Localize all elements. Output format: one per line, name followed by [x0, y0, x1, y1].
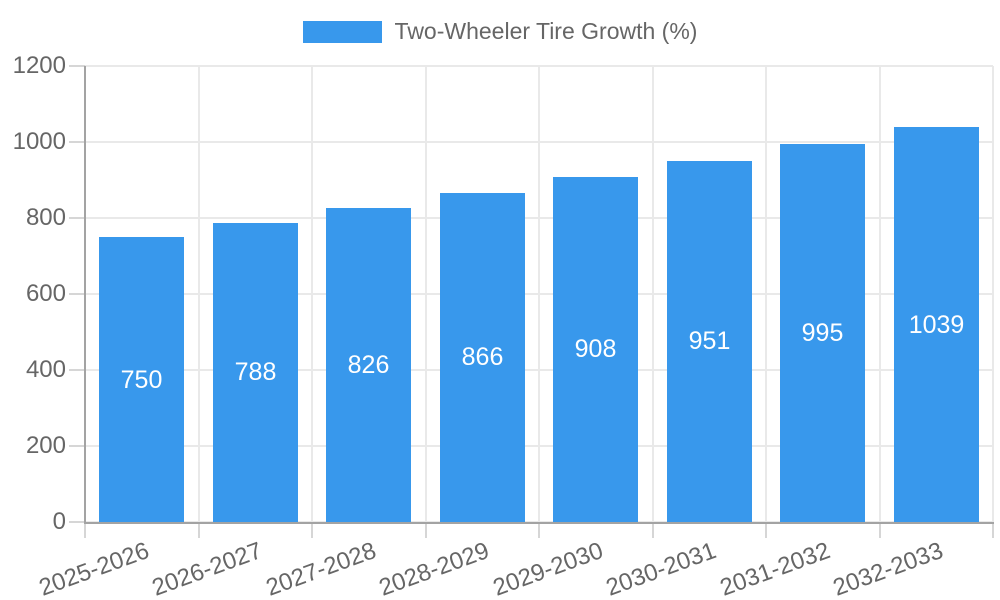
x-tick-label: 2025-2026 — [35, 537, 153, 600]
y-tick-label: 200 — [25, 432, 66, 459]
y-tick-label: 800 — [25, 204, 66, 231]
x-tick-label: 2028-2029 — [375, 537, 493, 600]
y-tick-label: 1000 — [12, 128, 66, 155]
x-gridline — [879, 66, 881, 522]
y-tick-mark — [69, 293, 85, 295]
y-tick-label: 0 — [52, 508, 66, 535]
x-tick-label: 2029-2030 — [489, 537, 607, 600]
x-gridline — [538, 66, 540, 522]
y-tick-mark — [69, 521, 85, 523]
bar-value-label: 866 — [461, 343, 504, 371]
bar-2030-2031[interactable] — [667, 161, 752, 522]
bar-2031-2032[interactable] — [780, 144, 865, 522]
x-axis-line — [84, 522, 994, 524]
bar-value-label: 951 — [688, 327, 731, 355]
y-tick-label: 600 — [25, 280, 66, 307]
x-tick-mark — [765, 522, 767, 538]
x-tick-label: 2026-2027 — [148, 537, 266, 600]
x-tick-mark — [992, 522, 994, 538]
x-tick-mark — [879, 522, 881, 538]
legend-swatch — [302, 20, 382, 43]
y-tick-mark — [69, 217, 85, 219]
bar-2027-2028[interactable] — [326, 208, 411, 522]
bar-value-label: 750 — [120, 366, 163, 394]
bar-value-label: 1039 — [908, 311, 965, 339]
x-gridline — [652, 66, 654, 522]
bar-value-label: 995 — [801, 319, 844, 347]
bar-2032-2033[interactable] — [894, 127, 979, 522]
y-tick-mark — [69, 65, 85, 67]
bar-value-label: 908 — [574, 335, 617, 363]
x-gridline — [198, 66, 200, 522]
legend[interactable]: Two-Wheeler Tire Growth (%) — [0, 18, 1000, 45]
bar-value-label: 826 — [347, 351, 390, 379]
bar-2028-2029[interactable] — [440, 193, 525, 522]
bar-value-label: 788 — [234, 358, 277, 386]
x-tick-mark — [538, 522, 540, 538]
bar-2025-2026[interactable] — [99, 237, 184, 522]
y-tick-mark — [69, 369, 85, 371]
x-gridline — [765, 66, 767, 522]
y-tick-mark — [69, 141, 85, 143]
x-tick-label: 2027-2028 — [262, 537, 380, 600]
x-gridline — [992, 66, 994, 522]
legend-label: Two-Wheeler Tire Growth (%) — [394, 18, 698, 44]
x-tick-mark — [311, 522, 313, 538]
x-gridline — [425, 66, 427, 522]
x-tick-mark — [198, 522, 200, 538]
bar-2026-2027[interactable] — [213, 223, 298, 522]
y-tick-label: 1200 — [12, 52, 66, 79]
y-tick-label: 400 — [25, 356, 66, 383]
x-tick-label: 2031-2032 — [716, 537, 834, 600]
x-tick-label: 2030-2031 — [602, 537, 720, 600]
x-gridline — [311, 66, 313, 522]
x-tick-mark — [425, 522, 427, 538]
y-tick-mark — [69, 445, 85, 447]
x-tick-mark — [84, 522, 86, 538]
bar-2029-2030[interactable] — [553, 177, 638, 522]
x-tick-mark — [652, 522, 654, 538]
x-tick-label: 2032-2033 — [829, 537, 947, 600]
y-axis-line — [84, 66, 86, 524]
